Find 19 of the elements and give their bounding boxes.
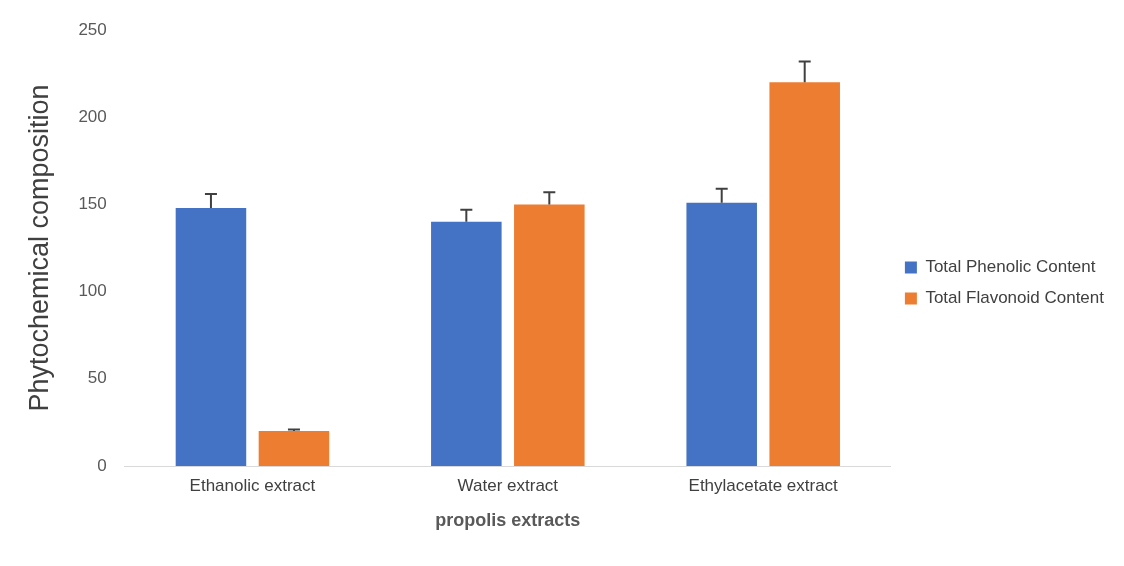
x-axis-title: propolis extracts [435,510,581,531]
y-tick-label: 250 [78,19,107,39]
x-tick-label: Ethanolic extract [189,475,316,495]
x-tick-label: Ethylacetate extract [688,475,839,495]
y-tick-label: 50 [87,368,107,388]
y-tick-label: 0 [97,455,107,475]
bar [258,431,330,466]
bar [431,221,502,466]
y-tick-label: 150 [78,194,107,214]
y-tick-label: 200 [78,106,107,126]
legend-label: Total Phenolic Content [925,257,1096,277]
y-tick-label: 100 [78,281,107,301]
bar [175,207,247,466]
bar [514,204,585,466]
x-tick-label: Water extract [457,475,559,495]
legend-label: Total Flavonoid Content [925,288,1105,308]
bar [769,82,840,466]
bar [686,202,757,466]
y-axis-title: Phytochemical composition [23,84,54,412]
